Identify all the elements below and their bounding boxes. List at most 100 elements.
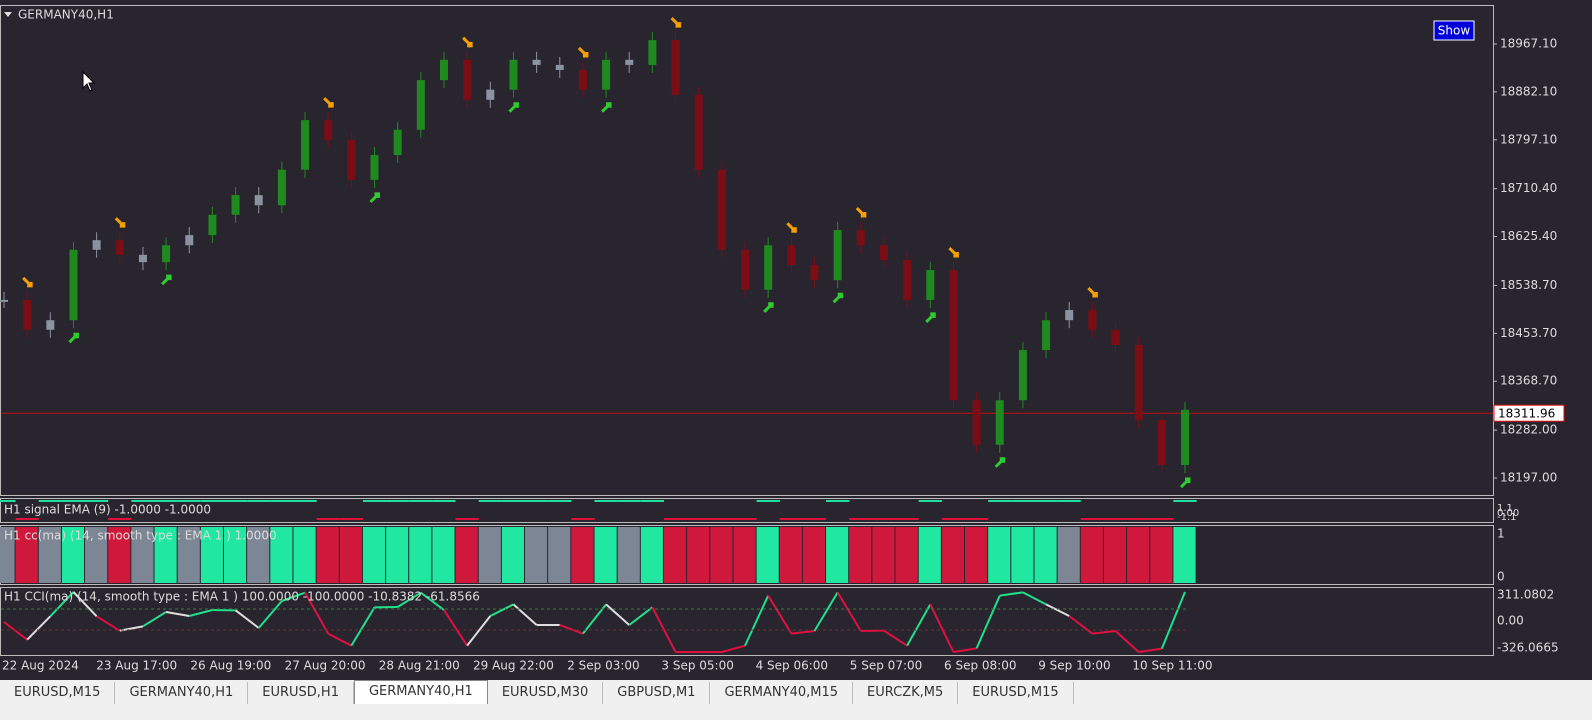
- cci-segment: [466, 615, 492, 647]
- price-tick-label: 18538.70: [1500, 278, 1557, 292]
- buy-arrow: [369, 192, 381, 203]
- candle-body: [162, 245, 171, 263]
- indicator-label: H1 signal EMA (9) -1.0000 -1.0000: [4, 503, 211, 517]
- cci-segment: [26, 615, 52, 641]
- cc-bar: [15, 527, 38, 583]
- show-button-label[interactable]: Show: [1438, 24, 1471, 38]
- cci-segment: [1022, 591, 1047, 606]
- buy-arrow: [508, 102, 519, 113]
- cci-segment: [628, 606, 653, 626]
- sell-arrow: [1087, 286, 1098, 298]
- cci-segment: [49, 591, 75, 618]
- time-label: 26 Aug 19:00: [190, 659, 271, 673]
- candle-body: [995, 400, 1004, 445]
- show-button[interactable]: [1433, 20, 1475, 41]
- cc-bar: [779, 527, 802, 583]
- candle-body: [1157, 419, 1166, 466]
- candle-body: [208, 214, 217, 236]
- cci-segment: [836, 591, 862, 632]
- candle-body: [903, 259, 912, 300]
- buy-arrow: [763, 302, 774, 313]
- chart-tab[interactable]: EURCZK,M5: [853, 682, 959, 704]
- candle-body: [231, 195, 240, 215]
- chart-tab[interactable]: GBPUSD,M1: [603, 682, 711, 704]
- candle-body: [717, 169, 726, 250]
- candle-body: [463, 59, 472, 100]
- candle-body: [393, 129, 402, 156]
- candle-body: [833, 230, 842, 281]
- indicator-axis-label: 0.00: [1497, 614, 1524, 628]
- candle-body: [115, 240, 124, 255]
- cc-bar: [38, 527, 61, 583]
- chart-tab[interactable]: EURUSD,M15: [958, 682, 1074, 704]
- cc-bar: [548, 527, 571, 583]
- candle-body: [648, 40, 657, 65]
- cc-bar: [872, 527, 895, 583]
- chart-tab[interactable]: GERMANY40,H1: [115, 682, 249, 704]
- candle-body: [1134, 344, 1143, 420]
- cci-segment: [327, 632, 352, 647]
- price-tick-label: 18197.00: [1500, 471, 1557, 485]
- cc-bar: [918, 527, 941, 583]
- candle-body: [1018, 350, 1027, 401]
- cci-segment: [813, 591, 839, 632]
- cci-segment: [1114, 630, 1140, 653]
- indicator-label: H1 cc(ma) (14, smooth type : EMA 1 ) 1.0…: [4, 529, 277, 543]
- cci-segment: [489, 603, 514, 617]
- chart-tab[interactable]: EURUSD,H1: [248, 682, 354, 704]
- candle-body: [879, 245, 888, 260]
- sell-arrow: [22, 276, 33, 288]
- cc-bar: [988, 527, 1011, 583]
- candle-body: [926, 270, 935, 300]
- cc-bar: [687, 527, 710, 583]
- price-tick-label: 18368.70: [1500, 374, 1557, 388]
- time-label: 27 Aug 20:00: [285, 659, 366, 673]
- chart-tab[interactable]: EURUSD,M30: [487, 682, 604, 704]
- cc-bar: [617, 527, 640, 583]
- candle-body: [277, 169, 286, 206]
- buy-arrow: [601, 102, 612, 113]
- cci-segment: [929, 603, 955, 653]
- buy-arrow: [1179, 477, 1191, 489]
- current-price-label: 18311.96: [1498, 407, 1555, 421]
- cc-bar: [501, 527, 525, 583]
- cc-bar: [640, 527, 663, 583]
- buy-arrow: [994, 457, 1006, 468]
- candle-body: [741, 249, 750, 290]
- dropdown-icon[interactable]: [4, 12, 12, 17]
- candle-body: [254, 195, 263, 206]
- time-label: 10 Sep 11:00: [1132, 659, 1212, 673]
- cci-segment: [142, 611, 167, 628]
- sell-arrow: [786, 222, 797, 233]
- cc-bar: [0, 527, 15, 583]
- cci-segment: [257, 600, 283, 629]
- candle-body: [555, 64, 564, 70]
- cci-segment: [350, 606, 376, 647]
- buy-arrow: [161, 274, 172, 286]
- time-label: 9 Sep 10:00: [1038, 659, 1110, 673]
- candle-body: [439, 59, 448, 81]
- chart-tab[interactable]: GERMANY40,H1: [353, 680, 488, 704]
- cci-segment: [883, 629, 908, 647]
- price-tick-label: 18710.40: [1500, 181, 1557, 195]
- candle-body: [602, 59, 611, 90]
- indicator-axis-label: -326.0665: [1497, 641, 1559, 655]
- sell-arrow: [114, 217, 126, 228]
- cci-segment: [304, 592, 330, 635]
- time-label: 29 Aug 22:00: [473, 659, 554, 673]
- price-tick-label: 18453.70: [1500, 326, 1557, 340]
- cc-bar: [733, 527, 756, 583]
- cci-segment: [767, 595, 793, 635]
- candle-body: [138, 254, 147, 263]
- price-tick-label: 18282.00: [1500, 423, 1557, 437]
- chart-tab[interactable]: GERMANY40,M15: [710, 682, 854, 704]
- cc-bar: [478, 527, 501, 583]
- cc-bar: [85, 527, 108, 583]
- cc-bar: [710, 527, 733, 583]
- sell-arrow: [462, 36, 473, 48]
- candle-body: [1065, 310, 1074, 321]
- chart-tab[interactable]: EURUSD,M15: [0, 682, 116, 704]
- time-label: 2 Sep 03:00: [567, 659, 639, 673]
- candle-body: [856, 230, 865, 246]
